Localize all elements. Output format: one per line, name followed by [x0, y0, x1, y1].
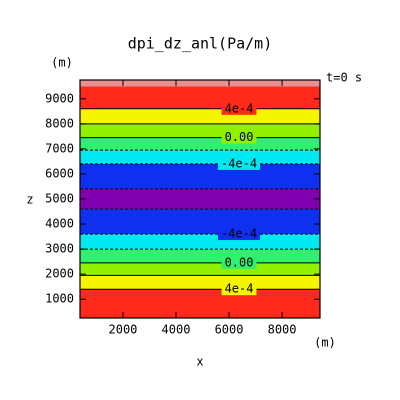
y-tick-label: 3000 — [45, 242, 74, 256]
contour-label-bg — [217, 228, 261, 241]
x-tick-label: 6000 — [215, 323, 244, 337]
x-tick-label: 8000 — [268, 323, 297, 337]
contour-label: -4e-4 — [221, 227, 257, 241]
y-tick-label: 4000 — [45, 217, 74, 231]
chart-title: dpi_dz_anl(Pa/m) — [128, 35, 273, 53]
x-unit: (m) — [314, 336, 336, 350]
contour-label-bg — [217, 157, 261, 170]
y-tick-label: 2000 — [45, 267, 74, 281]
contour-band — [80, 188, 320, 210]
contour-band — [80, 209, 320, 235]
y-tick-label: 8000 — [45, 116, 74, 130]
contour-label: 0.00 — [225, 255, 254, 269]
contour-band — [80, 289, 320, 318]
contour-band — [80, 86, 320, 109]
y-tick-label: 7000 — [45, 141, 74, 155]
y-unit: (m) — [51, 56, 73, 70]
x-tick-label: 4000 — [162, 323, 191, 337]
y-tick-label: 1000 — [45, 292, 74, 306]
y-tick-label: 6000 — [45, 166, 74, 180]
contour-band — [80, 137, 320, 151]
contour-band — [80, 80, 320, 87]
contour-label-bg — [221, 256, 257, 269]
contour-band — [80, 234, 320, 250]
contour-band — [80, 262, 320, 276]
contour-label: -4e-4 — [221, 156, 257, 170]
time-label: t=0 s — [326, 71, 362, 85]
contour-band — [80, 108, 320, 124]
contour-band — [80, 123, 320, 138]
contour-label-bg — [221, 131, 257, 144]
x-tick-label: 2000 — [109, 323, 138, 337]
contour-label: 0.00 — [225, 130, 254, 144]
contour-band — [80, 150, 320, 164]
contour-band — [80, 275, 320, 290]
x-label: x — [196, 355, 203, 369]
contour-label-bg — [221, 283, 257, 296]
y-tick-label: 9000 — [45, 91, 74, 105]
y-tick-label: 5000 — [45, 192, 74, 206]
y-label: z — [26, 193, 33, 207]
contour-band — [80, 249, 320, 263]
contour-label: 4e-4 — [225, 282, 254, 296]
contour-label-bg — [221, 102, 257, 115]
contour-label: 4e-4 — [225, 101, 254, 115]
contour-band — [80, 163, 320, 189]
